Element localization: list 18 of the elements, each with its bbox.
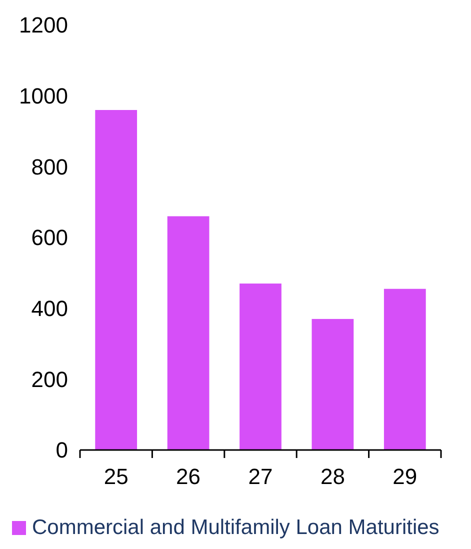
y-tick-label: 600: [31, 225, 68, 250]
x-tick-label: 27: [248, 464, 273, 489]
bar: [95, 110, 138, 450]
bar: [312, 318, 354, 450]
y-tick-label: 800: [31, 154, 68, 180]
bar: [167, 216, 210, 450]
y-tick-label: 200: [31, 366, 68, 392]
y-tick-label: 400: [31, 296, 68, 322]
x-tick-label: 28: [320, 464, 345, 489]
y-tick-label: 0: [56, 438, 68, 463]
legend-label: Commercial and Multifamily Loan Maturities: [32, 516, 440, 539]
x-tick-label: 25: [104, 464, 128, 489]
x-tick-label: 29: [392, 464, 418, 489]
bar: [240, 284, 282, 450]
y-tick-label: 1000: [19, 84, 68, 109]
y-tick-label: 1200: [19, 12, 68, 38]
x-tick-label: 26: [176, 464, 201, 489]
bar: [384, 288, 426, 450]
